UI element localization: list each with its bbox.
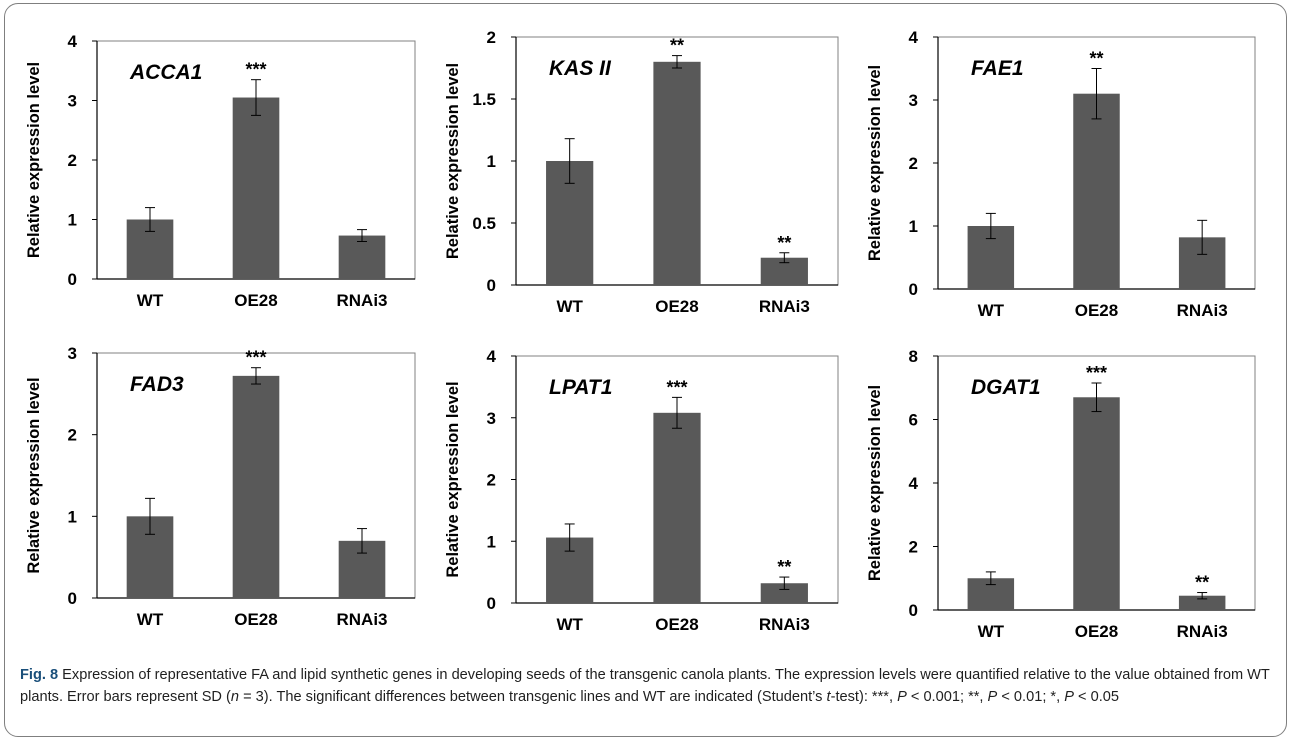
significance-label: ** <box>1089 49 1103 69</box>
caption-p2: P <box>987 689 998 705</box>
x-tick-label: RNAi3 <box>759 297 810 316</box>
bar-oe28 <box>1073 397 1120 610</box>
caption-text-1: Expression of representative FA and lipi… <box>62 667 952 683</box>
bar-oe28 <box>653 61 701 285</box>
y-tick-label: 3 <box>487 409 496 428</box>
bar-oe28 <box>1073 93 1120 289</box>
significance-label: ** <box>670 36 684 56</box>
caption-t: t <box>826 689 831 705</box>
x-tick-label: WT <box>137 291 164 310</box>
x-tick-label: RNAi3 <box>336 610 387 629</box>
y-axis-label: Relative expression level <box>866 385 884 581</box>
x-tick-label: OE28 <box>655 615 698 634</box>
x-tick-label: WT <box>978 622 1005 641</box>
y-tick-label: 1 <box>487 532 496 551</box>
y-tick-label: 1 <box>68 211 77 230</box>
significance-label: ** <box>777 557 791 577</box>
y-axis-label: Relative expression level <box>25 377 43 573</box>
caption-p1: P <box>897 689 907 705</box>
x-tick-label: OE28 <box>1075 301 1118 320</box>
y-tick-label: 3 <box>68 344 77 363</box>
significance-label: *** <box>245 348 266 368</box>
caption-p3: P <box>1064 689 1074 705</box>
x-tick-label: RNAi3 <box>1177 622 1228 641</box>
y-axis-label: Relative expression level <box>444 381 462 577</box>
x-tick-label: OE28 <box>234 610 277 629</box>
x-tick-label: RNAi3 <box>1177 301 1228 320</box>
chart-title: ACCA1 <box>129 61 202 84</box>
y-tick-label: 0 <box>909 280 918 299</box>
y-tick-label: 1 <box>68 507 77 526</box>
caption-n: n <box>230 689 240 705</box>
bar-oe28 <box>653 412 701 603</box>
y-tick-label: 4 <box>909 474 919 493</box>
y-tick-label: 8 <box>909 347 918 366</box>
y-axis-label: Relative expression level <box>25 62 43 258</box>
x-tick-label: WT <box>978 301 1005 320</box>
y-axis-label: Relative expression level <box>866 65 884 261</box>
y-tick-label: 6 <box>909 411 918 430</box>
significance-label: *** <box>1086 363 1107 383</box>
caption-text-2a: quantified relative to the value obtaine… <box>20 667 1270 705</box>
significance-label: ** <box>777 233 791 253</box>
y-tick-label: 0.5 <box>472 214 496 233</box>
caption-text-3e: < 0.05 <box>1073 689 1119 705</box>
caption-text-3c: < 0.001; **, <box>906 689 988 705</box>
x-tick-label: OE28 <box>234 291 277 310</box>
x-tick-label: OE28 <box>1075 622 1118 641</box>
x-tick-label: WT <box>137 610 164 629</box>
caption-text-2b: = 3). The significant differences betwee… <box>239 689 639 705</box>
significance-label: ** <box>1195 573 1209 593</box>
bar-oe28 <box>232 97 280 280</box>
y-tick-label: 0 <box>487 276 496 295</box>
y-tick-label: 4 <box>487 347 497 366</box>
bar-rnai3 <box>1178 595 1226 610</box>
y-tick-label: 0 <box>909 601 918 620</box>
figure-label: Fig. 8 <box>20 667 59 683</box>
caption-text-3d: < 0.01; *, <box>997 689 1065 705</box>
chart-title: DGAT1 <box>971 376 1041 399</box>
y-tick-label: 2 <box>909 538 918 557</box>
y-tick-label: 4 <box>909 28 919 47</box>
bar-rnai3 <box>760 583 808 603</box>
x-tick-label: RNAi3 <box>336 291 387 310</box>
y-tick-label: 3 <box>909 91 918 110</box>
chart-title: FAD3 <box>130 373 184 396</box>
chart-title: FAE1 <box>971 57 1024 80</box>
y-tick-label: 1 <box>487 152 496 171</box>
significance-label: *** <box>666 377 687 397</box>
caption-text-3a: WT are indicated (Student’s <box>642 689 827 705</box>
y-tick-label: 0 <box>68 270 77 289</box>
y-tick-label: 2 <box>68 426 77 445</box>
y-axis-label: Relative expression level <box>444 63 462 259</box>
y-tick-label: 2 <box>68 151 77 170</box>
x-tick-label: RNAi3 <box>759 615 810 634</box>
y-tick-label: 2 <box>909 154 918 173</box>
bar-oe28 <box>232 375 280 598</box>
y-tick-label: 1 <box>909 217 918 236</box>
figure-frame <box>4 3 1287 737</box>
y-tick-label: 4 <box>68 32 78 51</box>
y-tick-label: 0 <box>68 589 77 608</box>
caption-text-3b: -test): ***, <box>830 689 898 705</box>
chart-title: LPAT1 <box>549 376 612 399</box>
bar-rnai3 <box>338 235 386 279</box>
y-tick-label: 0 <box>487 594 496 613</box>
y-tick-label: 1.5 <box>472 90 496 109</box>
x-tick-label: WT <box>556 615 583 634</box>
x-tick-label: WT <box>556 297 583 316</box>
significance-label: *** <box>245 60 266 80</box>
y-tick-label: 3 <box>68 92 77 111</box>
chart-title: KAS II <box>549 57 612 80</box>
x-tick-label: OE28 <box>655 297 698 316</box>
y-tick-label: 2 <box>487 471 496 490</box>
figure-caption: Fig. 8 Expression of representative FA a… <box>20 664 1275 708</box>
y-tick-label: 2 <box>487 28 496 47</box>
